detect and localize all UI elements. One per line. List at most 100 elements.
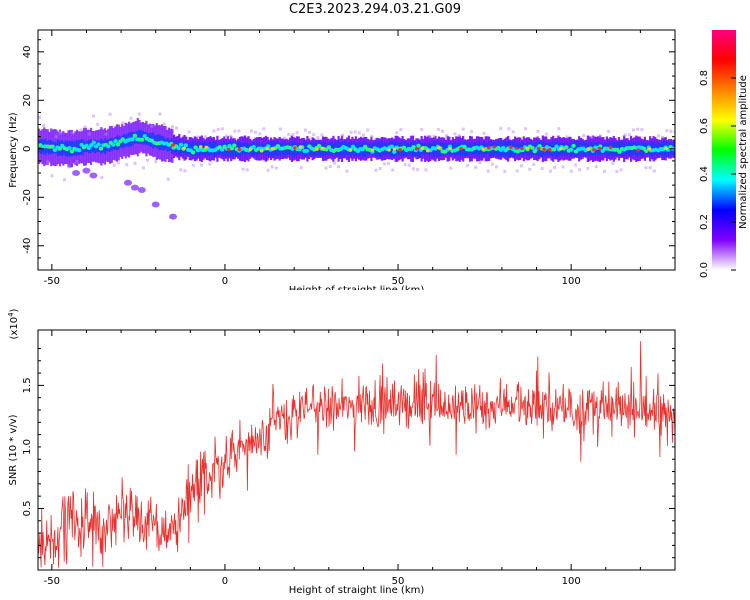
spectral-cell	[233, 141, 236, 157]
spectral-cell	[399, 128, 403, 132]
spectral-cell	[598, 134, 602, 138]
colorbar-tick-label: 0.0	[699, 262, 710, 278]
spectral-core	[568, 147, 574, 152]
spectral-cell	[351, 142, 354, 155]
x-tick-label: 0	[222, 276, 228, 287]
spectral-peak	[448, 146, 452, 151]
spectral-cell	[436, 127, 440, 131]
spectral-core	[142, 133, 147, 138]
spectral-cell	[125, 163, 129, 167]
spectral-cell	[278, 127, 282, 131]
spectral-cell	[611, 161, 615, 165]
spectral-cell	[77, 140, 80, 155]
spectral-peak	[182, 146, 186, 150]
spectral-cell	[607, 129, 611, 133]
spectral-core	[229, 146, 235, 151]
spectral-cell	[262, 127, 266, 131]
spectral-cell	[287, 132, 291, 136]
spectral-core	[67, 146, 72, 151]
spectral-cell	[166, 177, 170, 181]
spectral-cell	[482, 131, 486, 135]
spectral-peak	[547, 148, 552, 152]
x-tick-label: -50	[44, 276, 60, 287]
spectral-core	[178, 142, 184, 147]
y-tick-label: -20	[22, 189, 33, 205]
spectral-cell	[600, 143, 603, 155]
spectral-peak	[597, 146, 602, 150]
spectral-core	[183, 143, 189, 148]
spectral-cell	[254, 130, 258, 134]
spectral-cell	[150, 124, 154, 128]
spectral-cell	[582, 134, 586, 138]
spectral-cell	[308, 130, 312, 134]
spectral-core	[98, 146, 104, 151]
spectral-cell	[386, 161, 390, 165]
spectral-core	[69, 149, 75, 154]
spectral-cell	[544, 132, 548, 136]
spectral-cell	[328, 164, 332, 168]
x-axis-label: Height of straight line (km)	[289, 285, 425, 290]
spectral-cell	[553, 165, 557, 169]
spectral-cell	[594, 165, 598, 169]
spectral-core	[89, 143, 94, 148]
spectral-cell	[114, 136, 117, 150]
spectral-cell	[233, 129, 237, 133]
spectral-peak	[237, 148, 242, 152]
spectral-cell	[652, 169, 656, 173]
spectral-peak	[387, 148, 391, 152]
spectral-cell	[332, 161, 336, 165]
spectral-feature	[82, 167, 91, 174]
spectral-core	[52, 148, 58, 153]
snr-series-line	[38, 341, 675, 568]
colorbar-label: Normalized spectral amplitude	[738, 75, 749, 229]
spectral-cell	[644, 166, 648, 170]
spectrogram-plot-area	[38, 112, 675, 220]
spectral-core	[316, 143, 322, 148]
spectral-cell	[187, 130, 191, 134]
spectral-cell	[532, 162, 536, 166]
spectral-cell	[303, 140, 306, 157]
spectral-cell	[146, 158, 150, 162]
spectral-cell	[499, 127, 503, 131]
spectral-cell	[139, 129, 142, 145]
spectral-cell	[648, 166, 652, 170]
spectral-core	[564, 145, 569, 150]
spectral-cell	[299, 166, 303, 170]
spectral-cell	[391, 168, 395, 172]
spectral-core	[571, 143, 576, 148]
spectral-cell	[507, 127, 511, 131]
spectral-core	[219, 147, 225, 152]
spectral-cell	[407, 163, 411, 167]
spectral-cell	[183, 169, 187, 173]
spectral-cell	[137, 112, 141, 116]
spectral-cell	[416, 168, 420, 172]
spectral-cell	[519, 164, 523, 168]
spectral-cell	[216, 127, 220, 131]
spectral-peak	[647, 147, 652, 151]
snr-chart: -50 0 50 100 Height of straight line (km) 0.5…	[7, 308, 676, 596]
spectral-peak	[664, 146, 668, 151]
spectral-cell	[449, 166, 453, 170]
y-tick-label: 0	[22, 146, 33, 152]
spectral-feature	[151, 201, 160, 208]
spectral-core	[106, 144, 111, 149]
spectral-cell	[590, 135, 594, 139]
spectral-cell	[141, 166, 145, 170]
spectral-cell	[224, 134, 228, 138]
spectral-cell	[58, 131, 62, 135]
spectral-cell	[62, 178, 66, 182]
spectral-peak	[459, 147, 463, 151]
x-tick-label: 100	[562, 576, 581, 587]
spectral-core	[554, 144, 559, 149]
spectral-cell	[364, 140, 367, 157]
spectral-cell	[640, 128, 644, 132]
spectral-core	[350, 144, 356, 149]
spectral-cell	[443, 143, 446, 155]
x-tick-label: 100	[562, 276, 581, 287]
spectral-cell	[457, 134, 461, 138]
spectral-cell	[108, 112, 112, 116]
spectral-core	[190, 150, 196, 155]
spectral-peak	[198, 145, 203, 149]
spectral-cell	[185, 140, 188, 156]
spectral-cell	[276, 141, 279, 157]
